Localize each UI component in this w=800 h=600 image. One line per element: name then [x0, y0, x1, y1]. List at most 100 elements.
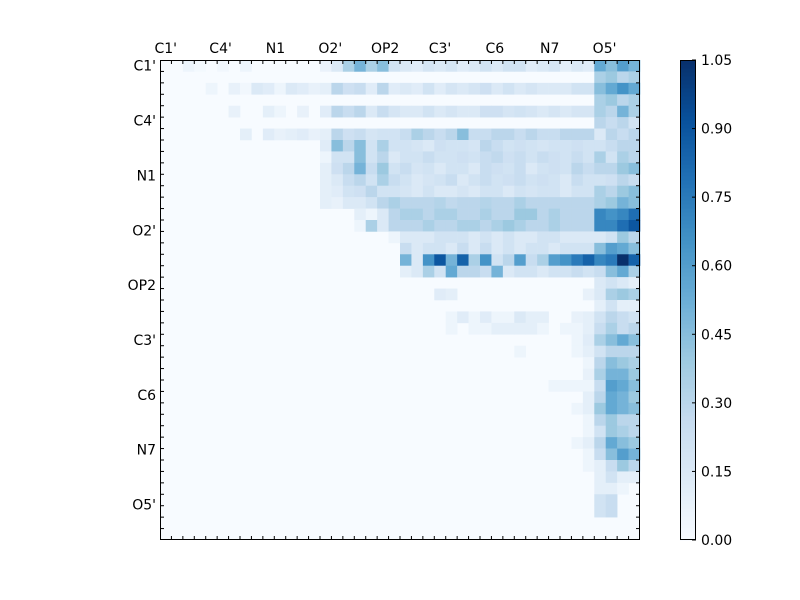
heatmap-cell — [617, 71, 629, 84]
heatmap-cell — [480, 311, 492, 324]
colorbar-tick-label: 0.75 — [701, 190, 732, 206]
heatmap-cell — [422, 231, 435, 244]
colorbar-strip — [680, 368, 696, 373]
colorbar-strip — [680, 508, 696, 513]
heatmap-cell — [582, 345, 595, 358]
colorbar-strip — [680, 420, 696, 425]
heatmap-cell — [571, 60, 584, 72]
heatmap-cell — [388, 231, 401, 244]
heatmap-cell — [582, 322, 595, 335]
heatmap-cell — [605, 220, 618, 232]
heatmap-cell — [297, 105, 309, 118]
heatmap-cell — [571, 105, 584, 118]
heatmap-cell — [571, 254, 584, 267]
heatmap-cell — [537, 254, 549, 267]
heatmap-cell — [388, 174, 401, 187]
heatmap-cell — [411, 174, 424, 187]
heatmap-cell — [480, 242, 492, 255]
heatmap-cell — [400, 220, 412, 232]
x-tick-label: C3' — [429, 41, 452, 57]
heatmap-cell — [320, 82, 332, 95]
heatmap-cell — [514, 265, 527, 278]
heatmap-cell — [331, 162, 344, 175]
heatmap-cell — [571, 208, 584, 221]
y-tick-label: N7 — [137, 443, 156, 459]
heatmap-cell — [388, 220, 401, 232]
heatmap-cell — [502, 231, 515, 244]
heatmap-cell — [342, 185, 355, 198]
heatmap-cell — [628, 380, 641, 392]
x-tick-label: OP2 — [371, 41, 399, 57]
colorbar-strip — [680, 372, 696, 377]
x-tick-label: N1 — [266, 41, 285, 57]
colorbar-strip — [680, 80, 696, 85]
heatmap-cell — [445, 151, 458, 164]
heatmap-cell — [617, 105, 629, 118]
colorbar-strip — [680, 120, 696, 125]
heatmap-cell — [628, 391, 641, 404]
heatmap-cell — [400, 254, 412, 267]
heatmap-cell — [617, 128, 629, 141]
heatmap-cell — [365, 60, 378, 72]
heatmap-cell — [365, 185, 378, 198]
heatmap-cell — [560, 380, 572, 392]
heatmap-cell — [582, 140, 595, 152]
heatmap-cell — [457, 105, 469, 118]
heatmap-cell — [628, 185, 641, 198]
colorbar-strip — [680, 496, 696, 501]
heatmap-cell — [377, 174, 389, 187]
heatmap-cell — [445, 322, 458, 335]
heatmap-cell — [240, 128, 252, 141]
colorbar-strip — [680, 344, 696, 349]
heatmap-cell — [571, 380, 584, 392]
heatmap-cell — [560, 105, 572, 118]
heatmap-cell — [594, 128, 607, 141]
heatmap-cell — [560, 254, 572, 267]
colorbar-strip — [680, 180, 696, 185]
heatmap-cell — [594, 357, 607, 369]
heatmap-cell — [617, 185, 629, 198]
heatmap-cell — [354, 140, 367, 152]
colorbar-strip — [680, 308, 696, 313]
colorbar-strip — [680, 304, 696, 309]
heatmap-cell — [617, 380, 629, 392]
heatmap-cell — [480, 231, 492, 244]
heatmap-cell — [388, 208, 401, 221]
heatmap-cell — [582, 311, 595, 324]
heatmap-cell — [617, 174, 629, 187]
heatmap-cell — [411, 242, 424, 255]
heatmap-cell — [331, 60, 344, 72]
heatmap-cell — [571, 334, 584, 347]
heatmap-cell — [354, 197, 367, 209]
heatmap-cell — [617, 334, 629, 347]
colorbar-strip — [680, 480, 696, 485]
heatmap-cell — [354, 185, 367, 198]
colorbar-strip — [680, 192, 696, 197]
heatmap-cell — [297, 82, 309, 95]
heatmap-cell — [480, 322, 492, 335]
colorbar-strip — [680, 204, 696, 209]
heatmap-cell — [560, 322, 572, 335]
heatmap-cell — [274, 128, 287, 141]
heatmap-cell — [491, 60, 504, 72]
heatmap-cell — [468, 60, 481, 72]
heatmap-cell — [525, 208, 538, 221]
heatmap-cell — [560, 208, 572, 221]
heatmap-cell — [434, 265, 447, 278]
heatmap-cell — [480, 254, 492, 267]
heatmap-cell — [411, 151, 424, 164]
heatmap-cell — [411, 105, 424, 118]
heatmap-cell — [617, 414, 629, 427]
heatmap-cell — [605, 254, 618, 267]
heatmap-cell — [548, 82, 561, 95]
heatmap-cell — [594, 82, 607, 95]
heatmap-cell — [571, 265, 584, 278]
heatmap-cell — [582, 448, 595, 461]
heatmap-cell — [274, 82, 287, 95]
colorbar-strip — [680, 380, 696, 385]
heatmap-cell — [480, 265, 492, 278]
heatmap-cell — [308, 128, 321, 141]
colorbar-strip — [680, 140, 696, 145]
heatmap-cell — [480, 82, 492, 95]
